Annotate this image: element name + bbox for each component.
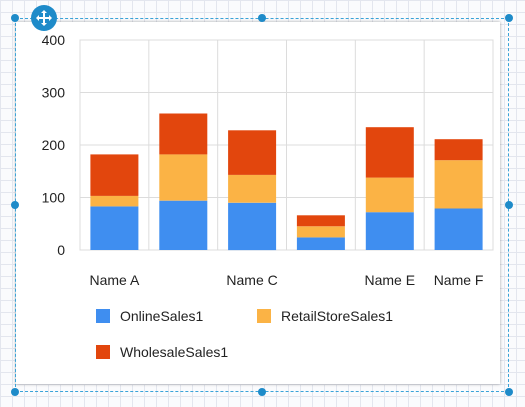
bar-segment[interactable] <box>228 130 277 175</box>
legend-item[interactable]: RetailStoreSales1 <box>257 308 393 324</box>
y-tick-label: 400 <box>42 32 66 48</box>
bar-segment[interactable] <box>434 208 483 251</box>
resize-handle-bottom-left[interactable] <box>11 388 19 396</box>
bar-segment[interactable] <box>434 160 483 209</box>
bar-segment[interactable] <box>365 212 414 250</box>
bar-segment[interactable] <box>90 206 139 250</box>
x-tick-label: Name F <box>434 272 484 288</box>
y-tick-label: 0 <box>57 242 65 258</box>
bar-segment[interactable] <box>90 195 139 207</box>
bar-segment[interactable] <box>365 177 414 213</box>
bar-segment[interactable] <box>159 200 208 250</box>
bar-segment[interactable] <box>228 174 277 203</box>
resize-handle-right[interactable] <box>505 201 513 209</box>
x-tick-label: Name E <box>365 272 416 288</box>
y-axis: 0 100 200 300 400 <box>42 32 66 258</box>
legend-label: OnlineSales1 <box>120 308 203 324</box>
bar-segment[interactable] <box>296 237 345 250</box>
resize-handle-bottom[interactable] <box>258 388 266 396</box>
bar-segment[interactable] <box>296 215 345 227</box>
legend-swatch <box>96 345 110 359</box>
legend-swatch <box>257 309 271 323</box>
y-tick-label: 100 <box>42 190 66 206</box>
legend-label: RetailStoreSales1 <box>281 308 393 324</box>
grid-lines <box>79 39 494 251</box>
bar-segment[interactable] <box>90 154 139 196</box>
legend-item[interactable]: WholesaleSales1 <box>96 344 228 360</box>
move-handle[interactable] <box>31 5 57 31</box>
legend-label: WholesaleSales1 <box>120 344 228 360</box>
legend-swatch <box>96 309 110 323</box>
legend: OnlineSales1 RetailStoreSales1 WholesaleSa… <box>96 308 393 360</box>
bar-segment[interactable] <box>159 154 208 201</box>
x-axis: Name A Name C Name E Name F <box>89 272 483 288</box>
bar-segment[interactable] <box>296 226 345 238</box>
resize-handle-top[interactable] <box>258 14 266 22</box>
x-tick-label: Name C <box>226 272 277 288</box>
bar-segment[interactable] <box>228 202 277 251</box>
selection-border <box>15 18 509 392</box>
resize-handle-left[interactable] <box>11 201 19 209</box>
y-tick-label: 200 <box>42 137 66 153</box>
resize-handle-bottom-right[interactable] <box>505 388 513 396</box>
resize-handle-top-right[interactable] <box>505 14 513 22</box>
bar-segment[interactable] <box>365 127 414 178</box>
bar-segment[interactable] <box>159 113 208 155</box>
resize-handle-top-left[interactable] <box>11 14 19 22</box>
move-arrows-icon <box>36 10 52 26</box>
bars <box>90 113 483 251</box>
legend-item[interactable]: OnlineSales1 <box>96 308 203 324</box>
bar-segment[interactable] <box>434 139 483 161</box>
x-tick-label: Name A <box>89 272 139 288</box>
y-tick-label: 300 <box>42 85 66 101</box>
